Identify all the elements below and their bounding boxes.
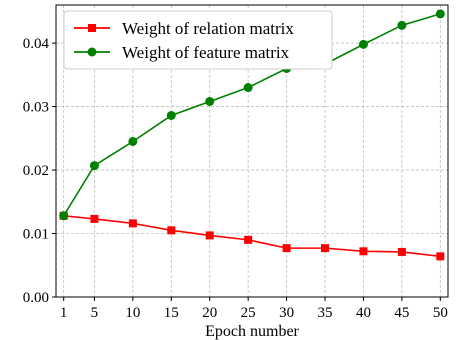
legend-circle-marker: [87, 47, 97, 57]
data-point: [321, 244, 330, 253]
legend-square-marker: [88, 24, 96, 32]
x-tick-label: 1: [60, 305, 68, 321]
data-point: [128, 136, 138, 146]
x-tick-label: 50: [433, 305, 448, 321]
legend-label: Weight of feature matrix: [122, 43, 290, 62]
data-point: [282, 244, 291, 253]
x-tick-label: 10: [125, 305, 140, 321]
data-point: [243, 83, 253, 93]
x-tick-label: 25: [241, 305, 256, 321]
x-tick-label: 5: [91, 305, 99, 321]
legend-item: Weight of relation matrix: [74, 19, 294, 38]
data-point: [205, 231, 214, 240]
y-tick-label: 0.03: [23, 100, 49, 116]
x-tick-label: 15: [164, 305, 179, 321]
data-point: [436, 252, 445, 261]
legend: Weight of relation matrix Weight of featu…: [63, 10, 333, 70]
data-point: [166, 110, 176, 120]
y-tick-label: 0.04: [23, 36, 50, 52]
data-point: [244, 235, 253, 244]
data-point: [59, 211, 69, 221]
x-tick-label: 35: [318, 305, 333, 321]
data-point: [90, 214, 99, 223]
y-tick-label: 0.01: [23, 227, 49, 243]
data-point: [167, 226, 176, 235]
axes: 1 5 10 15 20 25 30 35 40 45 500.000.010.020.030.04: [23, 36, 448, 321]
legend-item: Weight of feature matrix: [74, 43, 290, 62]
y-tick-label: 0.00: [23, 290, 49, 306]
legend-box: [63, 10, 333, 70]
series-relation-matrix: [59, 211, 445, 261]
x-tick-label: 45: [394, 305, 409, 321]
data-point: [397, 20, 407, 30]
y-tick-label: 0.02: [23, 163, 49, 179]
plot-area-frame: [55, 4, 449, 298]
legend-label: Weight of relation matrix: [122, 19, 294, 38]
data-point: [89, 161, 99, 171]
x-tick-label: 30: [279, 305, 294, 321]
data-point: [358, 39, 368, 49]
data-point: [397, 247, 406, 256]
x-axis-title: Epoch number: [205, 323, 299, 340]
data-point: [435, 9, 445, 19]
data-point: [359, 247, 368, 256]
x-tick-label: 40: [356, 305, 371, 321]
x-tick-label: 20: [202, 305, 217, 321]
data-point: [205, 96, 215, 106]
data-point: [128, 219, 137, 228]
